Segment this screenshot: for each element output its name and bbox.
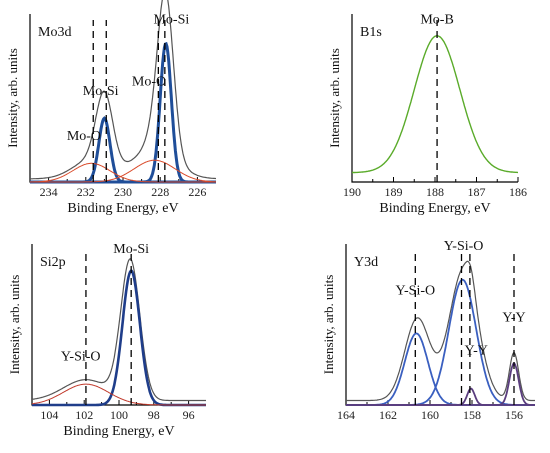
x-tick-label: 158 [463,408,481,422]
series-line [31,258,206,402]
series-line [30,116,216,184]
panel-title: Si2p [40,255,66,270]
series-line [352,35,518,174]
series-line [31,383,206,406]
x-tick-label: 98 [148,408,160,422]
panel-si2p: 104 102 100 98 96 Binding Energy, eV Intensity… [7,242,206,439]
x-tick-label: 228 [151,185,169,199]
peak-label: Mo-O [132,75,166,90]
x-axis-label: Binding Energy, eV [63,424,174,439]
x-tick-label: 96 [183,408,195,422]
peak-label: Mo-Si [153,12,189,27]
series-line [30,162,216,183]
x-tick-label: 100 [110,408,128,422]
x-tick-label: 104 [40,408,58,422]
y-axis-label: Intensity, arb. units [7,275,22,375]
series-line [30,0,216,180]
x-tick-label: 162 [379,408,397,422]
series-line [346,260,535,402]
x-tick-label: 190 [343,185,361,199]
x-tick-label: 234 [40,185,58,199]
series-line [30,41,216,184]
panel-title: Mo3d [38,25,71,40]
series-line [32,269,206,407]
y-axis-label: Intensity, arb. units [321,275,336,375]
x-tick-label: 188 [426,185,444,199]
x-axis-label: Binding Energy, eV [379,201,490,216]
panel-y3d: 164 162 160 158 156 Intensity, arb. units Y3d Y… [321,239,535,422]
peak-label: Y-Si-O [444,239,484,254]
panel-b1s: 190 189 188 187 186 Binding Energy, eV Intensi… [327,12,527,216]
panel-title: Y3d [354,255,378,270]
panel-title: B1s [360,25,382,40]
x-tick-label: 226 [188,185,206,199]
x-tick-label: 230 [114,185,132,199]
x-tick-label: 156 [505,408,523,422]
x-tick-label: 102 [75,408,93,422]
peak-label: Y-Si-O [61,349,101,364]
x-tick-label: 160 [421,408,439,422]
panel-mo3d: 234 232 230 228 226 Binding Energy, eV Intensi… [5,0,217,216]
x-tick-label: 189 [385,185,403,199]
peak-label: Y-Y [502,311,525,326]
series-line [30,159,217,183]
series-line [346,362,535,406]
peak-label: Y-Y [465,343,488,358]
x-tick-label: 187 [468,185,486,199]
peak-label: Mo-B [420,12,453,27]
x-tick-label: 186 [509,185,527,199]
peak-label: Mo-O [67,129,101,144]
x-axis-label: Binding Energy, eV [67,201,178,216]
y-axis-label: Intensity, arb. units [5,48,20,148]
x-tick-label: 164 [337,408,355,422]
peak-label: Mo-Si [113,242,149,257]
peak-label: Y-Si-O [395,284,435,299]
peak-label: Mo-Si [83,84,119,99]
x-tick-label: 232 [77,185,95,199]
y-axis-label: Intensity, arb. units [327,48,342,148]
